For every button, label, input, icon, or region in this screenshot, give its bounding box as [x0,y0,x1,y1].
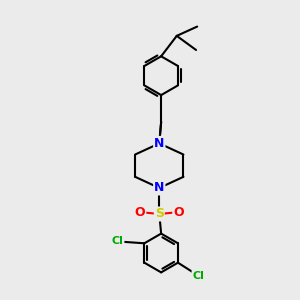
Text: Cl: Cl [112,236,124,246]
Text: N: N [154,137,164,150]
Text: O: O [135,206,145,219]
Text: Cl: Cl [192,271,204,281]
Text: S: S [155,208,164,220]
Text: N: N [154,182,164,194]
Text: O: O [173,206,184,219]
